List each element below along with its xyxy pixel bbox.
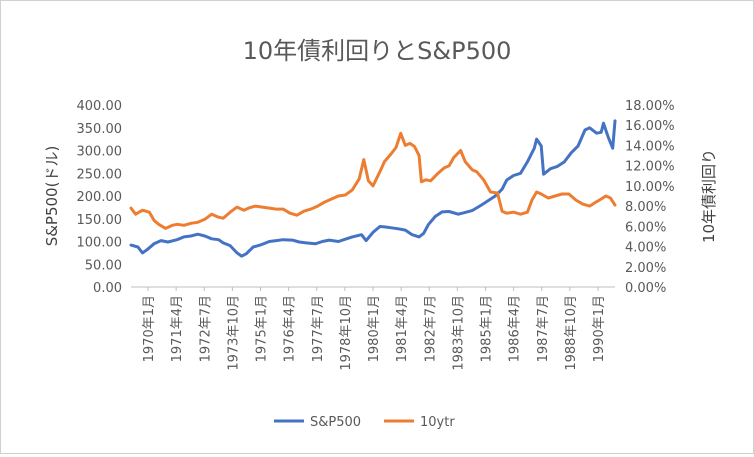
left-axis-label: S&P500(ドル) [43, 146, 61, 247]
right-tick-label: 4.00% [625, 241, 666, 256]
x-tick-label: 1985年1月 [480, 295, 495, 362]
left-tick-label: 200.00 [77, 190, 123, 205]
left-tick-label: 150.00 [77, 213, 123, 228]
left-tick-label: 0.00 [93, 281, 122, 296]
x-tick-label: 1977年7月 [311, 295, 326, 362]
x-tick-label: 1975年1月 [255, 295, 270, 362]
x-tick-label: 1971年4月 [170, 295, 185, 362]
right-tick-label: 6.00% [625, 220, 666, 235]
left-tick-label: 350.00 [77, 122, 123, 137]
left-axis-ticks: 0.00 50.00 100.00 150.00 200.00 250.00 300.00 3… [77, 99, 123, 296]
series-line-sp500 [129, 119, 617, 258]
x-tick-label: 1970年1月 [142, 295, 157, 362]
series-layer [129, 119, 617, 258]
chart-title: 10年債利回りとS&P500 [243, 37, 512, 65]
left-tick-label: 300.00 [77, 145, 123, 160]
legend-label: S&P500 [310, 415, 361, 430]
right-tick-label: 16.00% [625, 119, 675, 134]
left-tick-label: 400.00 [77, 99, 123, 114]
right-tick-label: 10.00% [625, 180, 675, 195]
x-tick-label: 1983年10月 [451, 295, 466, 371]
x-tick-label: 1988年10月 [564, 295, 579, 371]
x-tick-label: 1981年4月 [395, 295, 410, 362]
x-tick-label: 1980年1月 [367, 295, 382, 362]
right-axis-label: 10年債利回り [700, 149, 718, 243]
legend-label: 10ytr [420, 415, 455, 430]
legend: S&P500 10ytr [274, 415, 455, 430]
x-tick-label: 1978年10月 [339, 295, 354, 371]
left-tick-label: 100.00 [77, 236, 123, 251]
series-line-10ytr [129, 131, 617, 230]
right-tick-label: 12.00% [625, 160, 675, 175]
right-tick-label: 18.00% [625, 99, 675, 114]
left-tick-label: 250.00 [77, 167, 123, 182]
x-tick-label: 1976年4月 [283, 295, 298, 362]
x-tick-label: 1972年7月 [198, 295, 213, 362]
left-tick-label: 50.00 [85, 258, 122, 273]
x-tick-label: 1990年1月 [592, 295, 607, 362]
right-tick-label: 8.00% [625, 200, 666, 215]
right-tick-label: 14.00% [625, 139, 675, 154]
x-tick-label: 1982年7月 [423, 295, 438, 362]
x-tick-label: 1986年4月 [508, 295, 523, 362]
right-tick-label: 0.00% [625, 281, 666, 296]
right-axis-ticks: 0.00% 2.00% 4.00% 6.00% 8.00% 10.00% 12.00% 14.… [625, 99, 675, 296]
x-axis-ticks: 1970年1月 1971年4月 1972年7月 1973年10月 1975年1月 1976… [142, 287, 607, 371]
x-tick-label: 1987年7月 [536, 295, 551, 362]
right-tick-label: 2.00% [625, 261, 666, 276]
x-tick-label: 1973年10月 [226, 295, 241, 371]
